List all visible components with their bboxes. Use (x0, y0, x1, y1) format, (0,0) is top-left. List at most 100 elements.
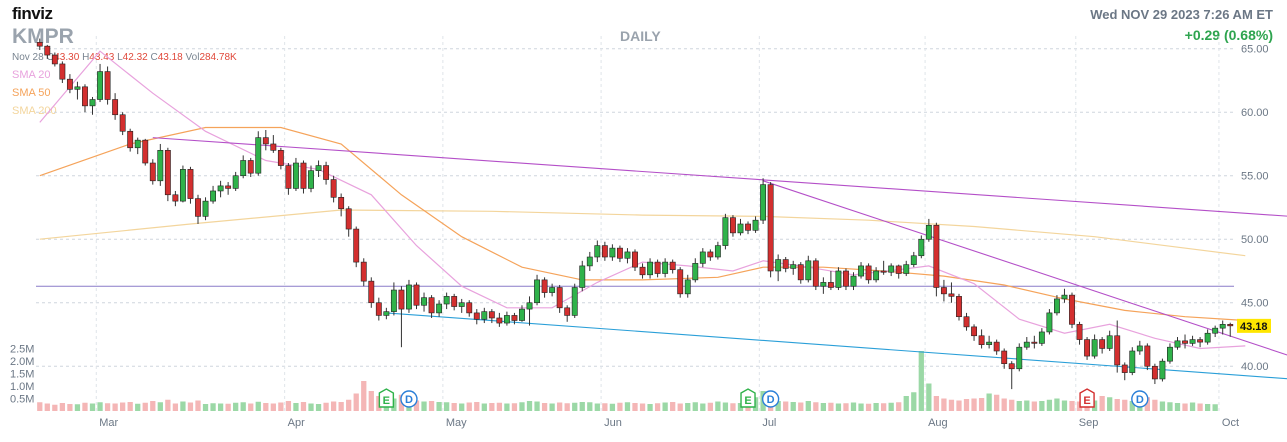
ticker-symbol: KMPR (12, 25, 74, 48)
candle-body (179, 169, 186, 202)
candle-body (195, 198, 201, 217)
candle-body (82, 86, 88, 107)
candle (556, 284, 563, 313)
volume-bar (828, 402, 834, 411)
candle (1001, 348, 1008, 369)
volume-bar (436, 402, 442, 411)
candle-body (752, 219, 759, 231)
candle-body (858, 265, 864, 277)
candle-body (36, 42, 43, 47)
candle (790, 260, 797, 275)
candle-body (526, 302, 533, 310)
volume-bar (783, 401, 789, 411)
candle (451, 293, 458, 311)
candle-body (549, 287, 556, 293)
volume-bar (428, 401, 435, 411)
candle (616, 245, 623, 263)
candle-body (421, 297, 427, 306)
candle (526, 296, 533, 326)
candle-body (255, 137, 262, 174)
candle-body (918, 238, 925, 257)
legend-sma200: SMA 200 (12, 105, 57, 117)
candle-body (888, 265, 895, 273)
volume-bar (67, 404, 73, 411)
candle-body (519, 308, 525, 321)
candle (820, 277, 827, 294)
open-value: 43.30 (54, 52, 80, 63)
volume-bar (323, 402, 329, 411)
candle (225, 182, 232, 195)
candle-body (564, 307, 571, 316)
candle-body (1084, 339, 1091, 357)
period-label[interactable]: DAILY (620, 28, 661, 44)
candle (187, 166, 194, 204)
volume-bar (270, 403, 276, 411)
candle-body (843, 270, 849, 287)
candle (473, 309, 480, 325)
candle-body (1061, 294, 1068, 300)
candle-body (458, 302, 465, 307)
candle (971, 324, 977, 341)
candle-body (767, 184, 774, 272)
volume-tick-label: 2.5M (10, 344, 34, 356)
candle (812, 258, 819, 291)
candle-body (488, 311, 495, 319)
volume-bar (873, 403, 879, 411)
candle (601, 241, 608, 261)
volume-bar (104, 403, 111, 411)
candle (406, 279, 412, 313)
candle-body (119, 114, 126, 132)
candle (353, 226, 360, 268)
candle (775, 254, 782, 282)
candle (285, 163, 292, 195)
candle-body (225, 185, 232, 189)
candle (277, 147, 284, 170)
candle (1076, 321, 1083, 345)
candle-body (202, 200, 209, 217)
ohlc-readout: Nov 28 O43.30 H43.43 L42.32 C43.18 Vol28… (12, 52, 237, 63)
candle-body (1227, 324, 1234, 327)
candle-body (873, 270, 880, 281)
volume-bar (1054, 398, 1060, 411)
volume-bar (1024, 400, 1030, 411)
volume-bar (692, 402, 698, 411)
volume-bar (956, 400, 962, 411)
candle (850, 272, 857, 291)
volume-bar (986, 393, 992, 411)
x-tick-label: Aug (928, 417, 948, 429)
candle-body (647, 261, 654, 276)
volume-bar (150, 401, 156, 411)
volume-bar (1016, 401, 1022, 411)
candle-body (1016, 346, 1023, 370)
candle (383, 307, 390, 320)
volume-bar (572, 402, 578, 411)
candle (247, 157, 254, 177)
x-tick-label: Apr (288, 417, 305, 429)
candle (195, 194, 201, 224)
volume-tick-label: 1.5M (10, 369, 34, 381)
x-tick-label: May (446, 417, 467, 429)
candle-body (300, 162, 307, 189)
candle (880, 260, 887, 275)
candle (571, 283, 578, 318)
volume-bar (496, 402, 503, 411)
last-price-box (1237, 318, 1271, 333)
volume-bar (172, 403, 179, 411)
close-label: C (150, 52, 158, 63)
candle (421, 292, 427, 312)
candle (948, 282, 955, 303)
volume-bar (609, 403, 616, 411)
candle (925, 218, 932, 242)
candle (1054, 295, 1060, 316)
volume-bar (850, 402, 857, 411)
y-tick-label: 55.00 (1241, 171, 1269, 183)
lower-trendline (386, 312, 1287, 380)
candle-body (473, 312, 480, 320)
candle-body (97, 71, 103, 100)
candle (89, 96, 96, 115)
volume-bar (896, 402, 902, 411)
volume-bar (89, 403, 96, 411)
volume-bar (926, 383, 932, 411)
volume-bar (579, 402, 585, 411)
